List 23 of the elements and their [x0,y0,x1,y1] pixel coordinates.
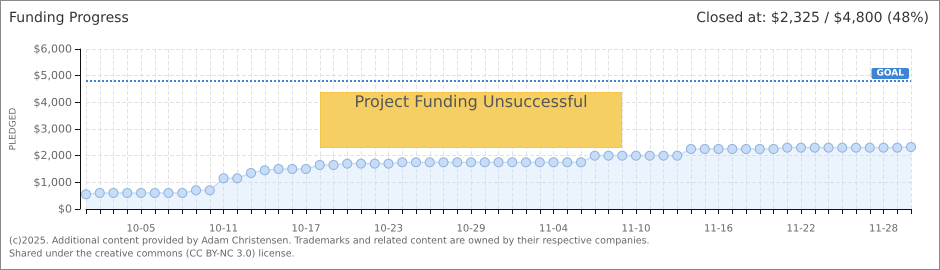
y-tick-label: $2,000 [34,149,72,162]
x-tick-label: 11-04 [538,224,568,234]
y-tick-label: $3,000 [34,122,72,136]
y-axis-title: PLEDGED [8,108,18,150]
x-tick-label: 11-28 [868,224,898,234]
y-tick-label: $1,000 [34,176,72,189]
y-tick-label: $5,000 [34,69,72,82]
chart-subtitle: Closed at: $2,325 / $4,800 (48%) [696,10,930,26]
x-tick-label: 10-29 [456,224,486,234]
x-tick-label: 10-05 [126,224,156,234]
x-tick-label: 11-10 [621,224,651,234]
x-tick-label: 10-17 [291,224,321,234]
ref-line-label: GOAL [876,68,904,78]
chart-title: Funding Progress [9,10,129,26]
y-tick-label: $4,000 [34,96,72,109]
x-tick-label: 11-22 [786,224,816,234]
x-tick-label: 11-16 [704,224,734,234]
x-tick-label: 10-11 [208,224,238,234]
x-tick-label: 10-23 [374,224,404,234]
y-tick-label: $6,000 [34,42,72,56]
text: (c)2025. Additional content provided by Adam Christensen. Trademarks and related content are owned by their respective companies. [9,236,650,246]
text: Shared under the creative commons (CC BY-NC 3.0) license. [9,248,295,260]
y-tick-label: $0 [58,202,72,216]
